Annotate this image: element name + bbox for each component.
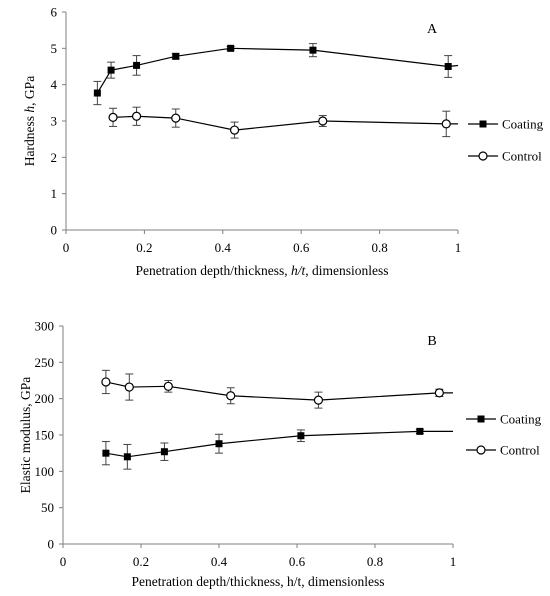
legend-entry-coating: Coating [468,117,544,132]
legend-entry-coating: Coating [466,412,542,427]
data-point-square [160,448,168,456]
data-point-circle [318,116,328,126]
data-point-circle [124,382,134,392]
legend-label: Coating [500,412,542,427]
data-point-square [416,427,424,435]
y-tick-label: 150 [35,428,55,443]
legend-label: Control [500,443,540,458]
y-tick-label: 4 [51,77,58,92]
y-tick-label: 50 [41,500,54,515]
x-tick-label: 0.8 [367,554,383,569]
data-point-square [309,46,317,54]
y-tick-label: 1 [51,186,58,201]
legend-marker-circle [478,151,488,161]
x-axis-label-part: Penetration depth/thickness, [135,263,291,278]
x-axis-label-part: Penetration depth/thickness, h/t, dimens… [131,574,384,589]
legend-label: Control [502,149,542,164]
series-line [113,115,458,131]
x-tick-label: 0.6 [289,554,306,569]
x-tick-label: 0 [60,554,67,569]
x-tick-label: 1 [450,554,457,569]
chart-panel-A: 0 1 2 3 4 5 6 0 0.2 0.4 0.6 0.8 1 Penetration depth/t… [22,5,544,279]
data-point-circle [441,119,451,129]
series-control [101,369,453,409]
series-coating [93,43,459,106]
y-axis-label-part: Elastic modulus, GPa [18,377,33,494]
y-tick-label: 200 [35,391,55,406]
panel-label: B [427,334,436,349]
data-point-square [444,63,452,70]
x-tick-label: 0.8 [371,240,387,255]
data-point-circle [108,112,118,122]
data-point-square [123,453,131,461]
x-axis-label-part: , dimensionless [305,263,388,278]
x-tick-label: 0.4 [211,554,228,569]
x-tick-label: 0 [63,240,70,255]
data-point-circle [131,111,142,121]
y-tick-label: 0 [48,537,55,552]
data-point-square [297,432,305,440]
data-point-circle [226,391,236,401]
y-tick-label: 100 [35,464,55,479]
x-tick-label: 0.6 [293,240,310,255]
y-axis-label: Hardness h, GPa [22,76,37,166]
y-tick-label: 3 [51,114,58,129]
x-tick-label: 0.4 [215,240,232,255]
y-tick-label: 0 [51,223,58,238]
y-axis-label-part: Hardness [22,113,37,167]
panel-label: A [427,22,438,37]
x-axis-label-part: h/t [291,263,307,278]
legend-entry-control: Control [468,149,542,164]
data-point-square [172,52,180,60]
legend-entry-control: Control [466,443,540,458]
y-tick-label: 5 [51,41,58,56]
legend-label: Coating [502,117,544,132]
series-control [108,106,458,139]
data-point-circle [163,381,173,391]
y-tick-label: 300 [35,319,55,334]
data-point-circle [313,395,324,405]
data-point-square [133,61,141,69]
x-tick-label: 0.2 [133,554,149,569]
x-axis-label: Penetration depth/thickness, h/t, dimens… [135,263,388,278]
data-point-square [215,440,223,448]
y-axis-label: Elastic modulus, GPa [18,377,33,494]
legend-marker-square [479,120,487,128]
y-axis-label-part: , GPa [22,76,37,106]
series-coating [101,427,453,470]
chart-panel-B: 0 50 100 150 200 250 300 0 0.2 0.4 0.6 0.8 1 Penetrat… [18,319,542,590]
data-point-circle [229,125,240,135]
data-point-square [107,66,115,74]
y-tick-label: 6 [51,5,58,20]
legend-marker-circle [476,445,486,455]
data-point-circle [101,377,111,387]
y-tick-label: 2 [51,150,58,165]
y-axis-label-part: h [22,106,37,113]
series-line [105,430,453,458]
series-line [96,47,459,94]
data-point-square [227,44,235,52]
data-point-circle [171,113,181,123]
series-line [105,381,453,401]
y-tick-label: 250 [35,355,55,370]
data-point-square [102,449,110,457]
data-point-square [93,89,101,97]
legend-marker-square [477,415,485,423]
x-tick-label: 1 [455,240,462,255]
x-axis-label: Penetration depth/thickness, h/t, dimens… [131,574,384,589]
data-point-circle [434,388,444,398]
x-tick-label: 0.2 [136,240,152,255]
